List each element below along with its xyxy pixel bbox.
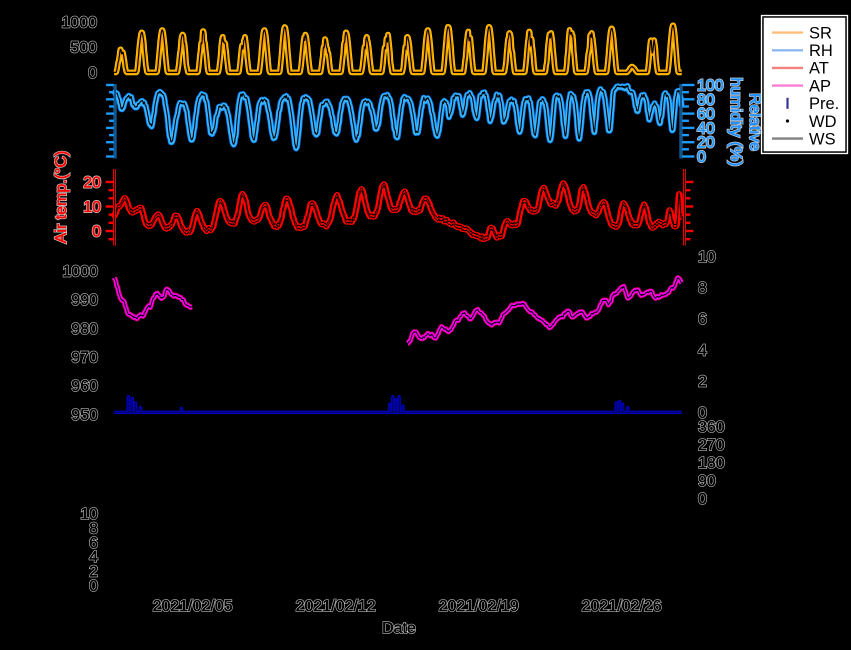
svg-text:950: 950: [71, 407, 98, 424]
svg-text:60: 60: [697, 106, 715, 123]
svg-text:2021/02/19: 2021/02/19: [439, 598, 519, 615]
svg-text:1000: 1000: [61, 14, 97, 31]
svg-text:2: 2: [698, 374, 707, 391]
svg-text:WS: WS: [809, 130, 836, 148]
svg-text:40: 40: [697, 120, 715, 137]
svg-text:2: 2: [698, 374, 707, 391]
svg-text:2021/02/05: 2021/02/05: [153, 598, 233, 615]
svg-text:2: 2: [89, 564, 98, 581]
svg-text:0: 0: [697, 149, 706, 166]
svg-text:270: 270: [698, 437, 725, 454]
svg-text:0: 0: [92, 224, 101, 241]
svg-text:360: 360: [698, 419, 725, 436]
svg-text:6: 6: [89, 535, 98, 552]
svg-text:0: 0: [698, 491, 707, 508]
svg-text:Date: Date: [382, 620, 416, 637]
svg-text:20: 20: [83, 175, 101, 192]
svg-text:960: 960: [71, 378, 98, 395]
svg-text:2021/02/05: 2021/02/05: [153, 598, 233, 615]
svg-text:2021/02/26: 2021/02/26: [582, 598, 662, 615]
svg-text:6: 6: [698, 311, 707, 328]
svg-text:100: 100: [697, 78, 724, 95]
svg-text:8: 8: [89, 520, 98, 537]
svg-text:WD: WD: [809, 113, 837, 131]
svg-text:2021/02/12: 2021/02/12: [296, 598, 376, 615]
svg-text:0: 0: [698, 405, 707, 422]
svg-text:990: 990: [71, 292, 98, 309]
svg-text:AT: AT: [809, 60, 829, 78]
svg-text:Relative: Relative: [746, 93, 763, 151]
svg-text:Relative: Relative: [746, 93, 763, 151]
svg-text:60: 60: [697, 106, 715, 123]
svg-text:20: 20: [697, 135, 715, 152]
svg-text:0: 0: [698, 405, 707, 422]
svg-text:humidity (%): humidity (%): [727, 78, 744, 167]
svg-text:4: 4: [89, 549, 98, 566]
svg-text:0: 0: [88, 65, 97, 82]
svg-text:6: 6: [89, 535, 98, 552]
svg-text:360: 360: [698, 419, 725, 436]
svg-text:Date: Date: [382, 620, 416, 637]
svg-text:Air temp.(°C): Air temp.(°C): [53, 151, 70, 244]
svg-text:AP: AP: [809, 77, 831, 95]
svg-text:10: 10: [698, 249, 716, 266]
svg-text:2021/02/26: 2021/02/26: [582, 598, 662, 615]
svg-text:80: 80: [697, 92, 715, 109]
svg-text:SR: SR: [809, 24, 832, 42]
svg-text:0: 0: [88, 65, 97, 82]
svg-text:Air temp.(°C): Air temp.(°C): [53, 151, 70, 244]
svg-text:0: 0: [698, 491, 707, 508]
svg-text:0: 0: [697, 149, 706, 166]
svg-text:8: 8: [698, 280, 707, 297]
svg-text:2021/02/19: 2021/02/19: [439, 598, 519, 615]
svg-text:500: 500: [70, 40, 97, 57]
svg-text:980: 980: [71, 321, 98, 338]
svg-text:1000: 1000: [62, 264, 98, 281]
svg-text:980: 980: [71, 321, 98, 338]
svg-text:8: 8: [89, 520, 98, 537]
svg-text:20: 20: [697, 135, 715, 152]
svg-text:0: 0: [89, 578, 98, 595]
svg-text:270: 270: [698, 437, 725, 454]
svg-text:100: 100: [697, 78, 724, 95]
svg-text:4: 4: [698, 342, 707, 359]
svg-text:970: 970: [71, 349, 98, 366]
svg-text:960: 960: [71, 378, 98, 395]
svg-text:1000: 1000: [61, 14, 97, 31]
svg-text:Pre.: Pre.: [809, 95, 839, 113]
svg-text:90: 90: [698, 473, 716, 490]
svg-text:90: 90: [698, 473, 716, 490]
svg-text:6: 6: [698, 311, 707, 328]
svg-text:180: 180: [698, 455, 725, 472]
svg-text:10: 10: [83, 199, 101, 216]
svg-text:180: 180: [698, 455, 725, 472]
svg-text:10: 10: [698, 249, 716, 266]
svg-text:2021/02/12: 2021/02/12: [296, 598, 376, 615]
svg-text:2: 2: [89, 564, 98, 581]
svg-text:80: 80: [697, 92, 715, 109]
svg-text:10: 10: [83, 199, 101, 216]
svg-text:0: 0: [89, 578, 98, 595]
svg-text:0: 0: [92, 224, 101, 241]
svg-text:950: 950: [71, 407, 98, 424]
svg-text:20: 20: [83, 175, 101, 192]
svg-text:10: 10: [80, 506, 98, 523]
svg-text:10: 10: [80, 506, 98, 523]
svg-text:4: 4: [698, 342, 707, 359]
svg-text:4: 4: [89, 549, 98, 566]
svg-text:1000: 1000: [62, 264, 98, 281]
svg-text:humidity (%): humidity (%): [727, 78, 744, 167]
svg-text:8: 8: [698, 280, 707, 297]
svg-text:RH: RH: [809, 42, 833, 60]
svg-text:990: 990: [71, 292, 98, 309]
svg-text:500: 500: [70, 40, 97, 57]
svg-text:970: 970: [71, 349, 98, 366]
svg-text:40: 40: [697, 120, 715, 137]
